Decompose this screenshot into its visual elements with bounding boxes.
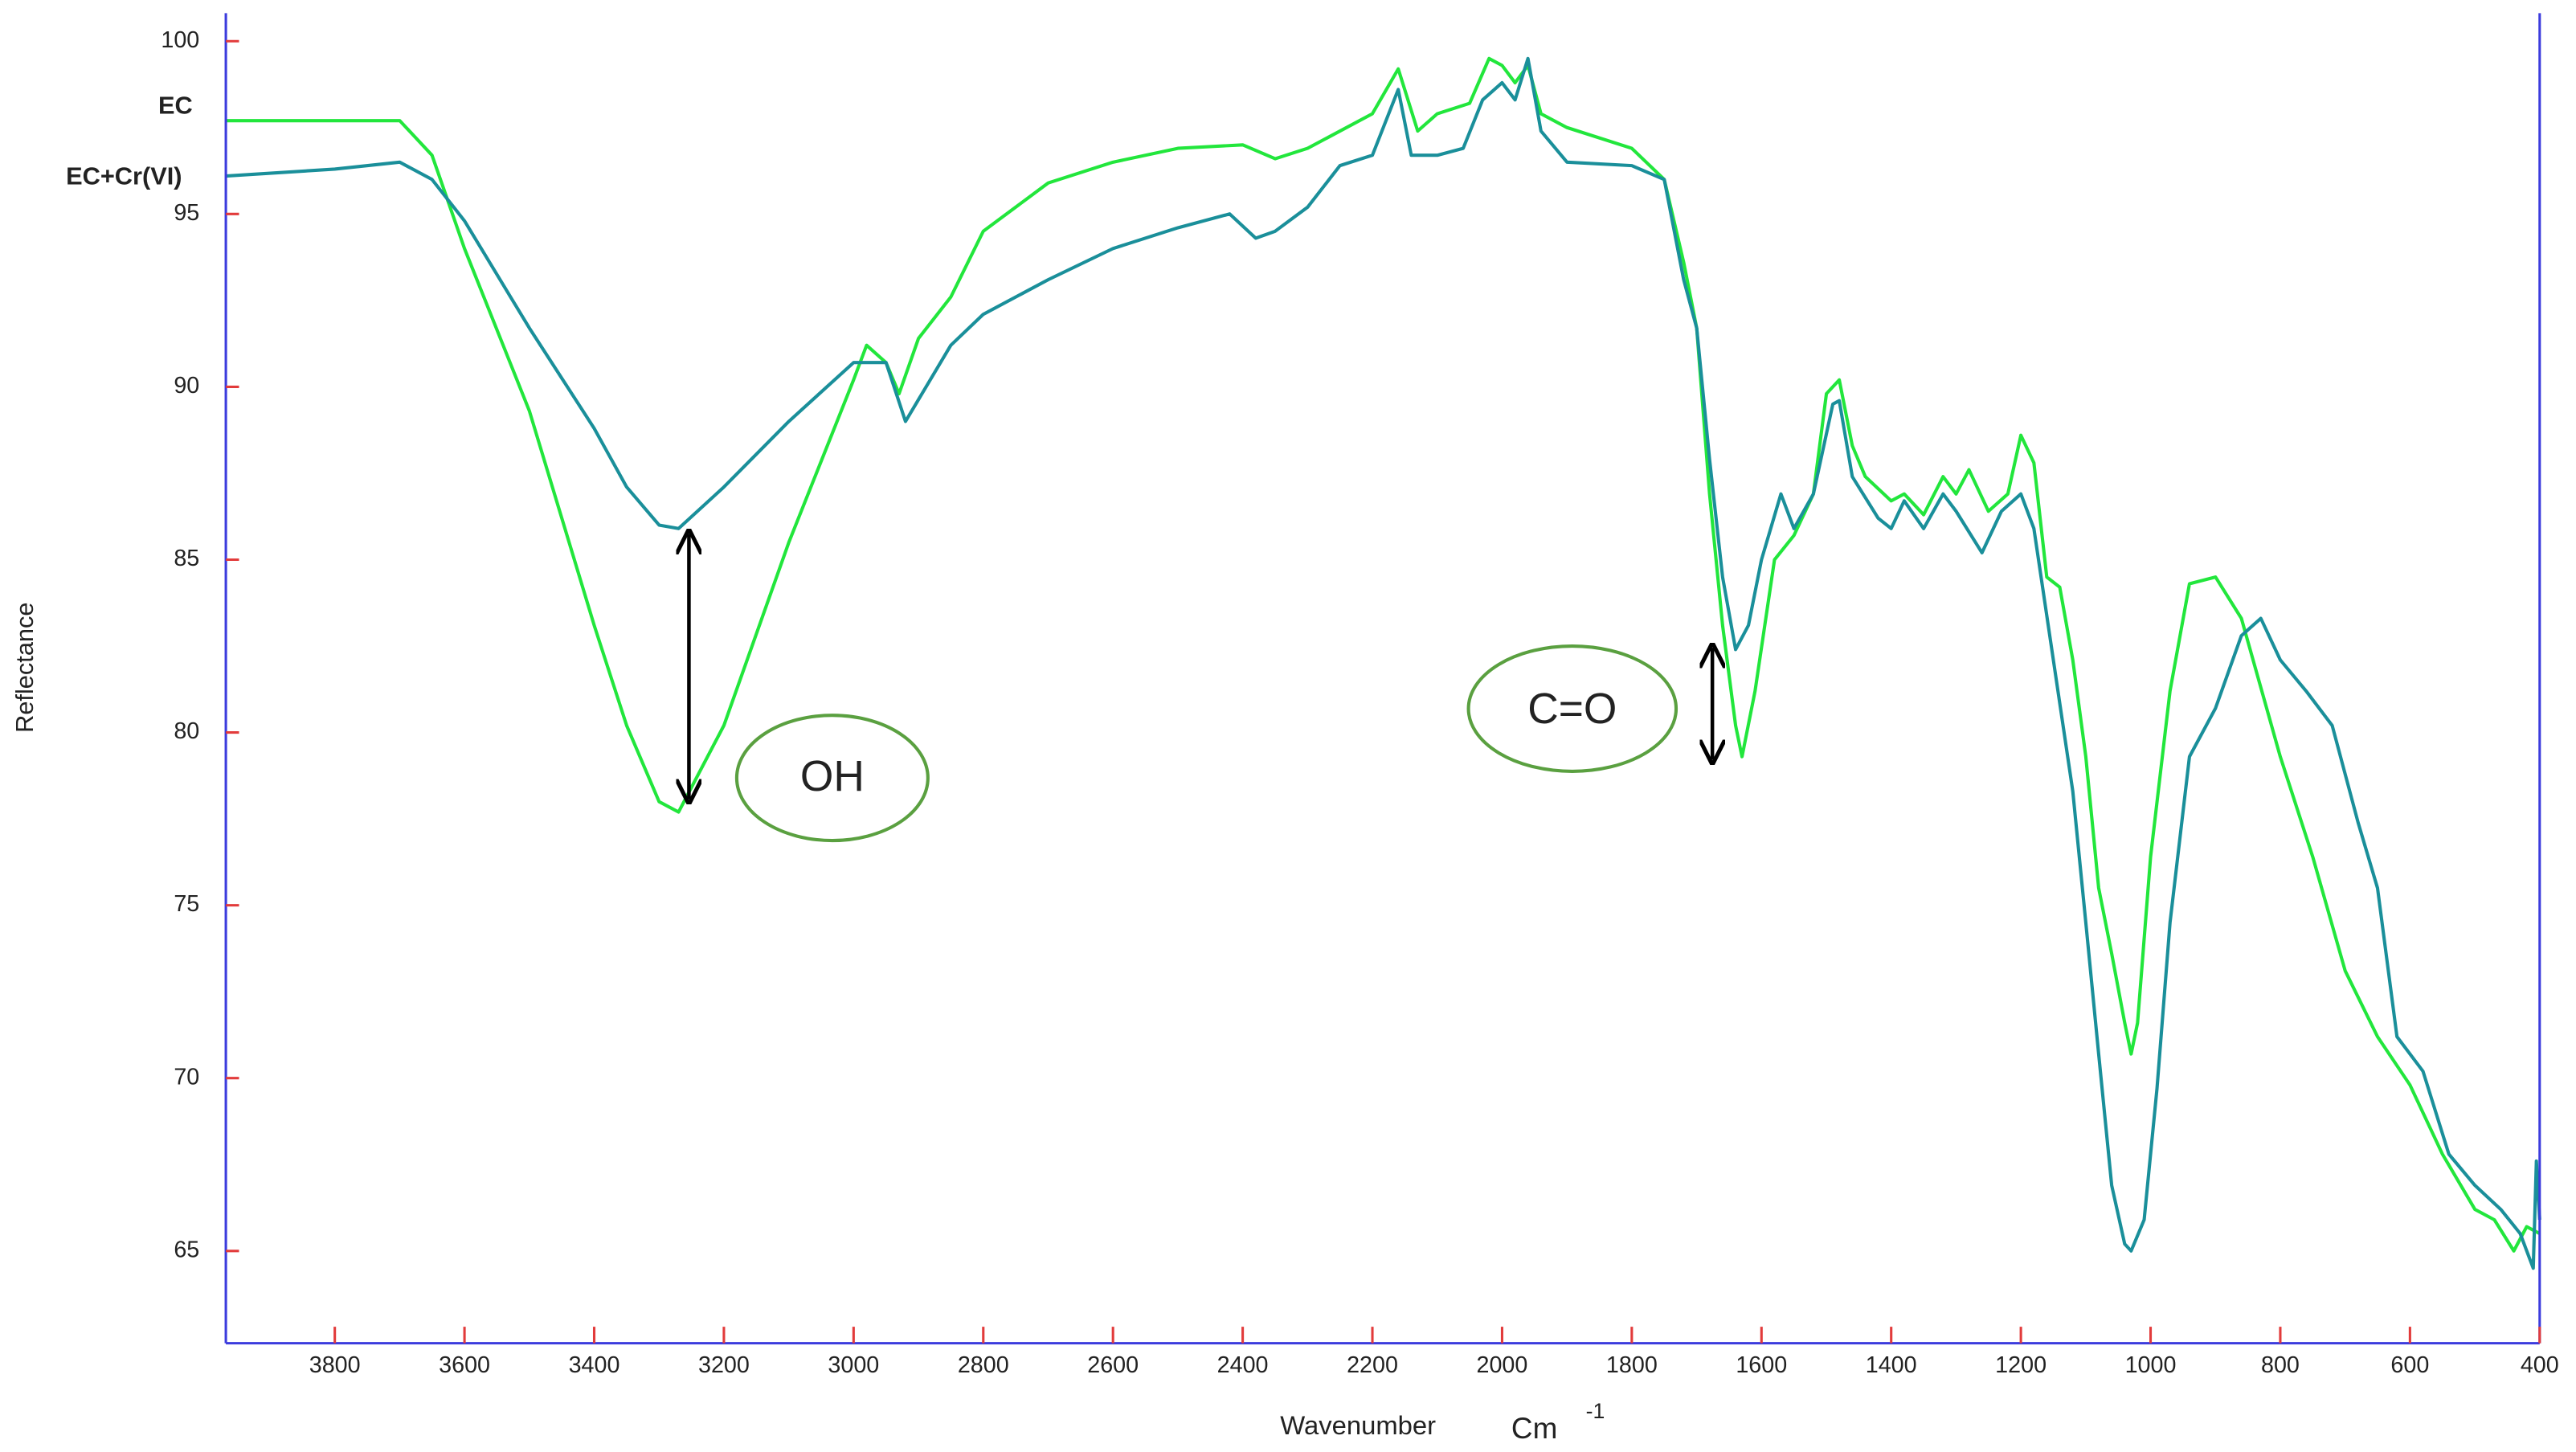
x-tick-label: 1600 xyxy=(1736,1352,1787,1378)
x-tick-label: 400 xyxy=(2521,1352,2559,1378)
x-tick-label: 3800 xyxy=(309,1352,361,1378)
legend-label: EC xyxy=(158,91,193,119)
y-tick-label: 100 xyxy=(161,27,199,53)
annotation: C=O xyxy=(1527,685,1617,733)
x-axis-exponent: -1 xyxy=(1586,1399,1605,1423)
x-tick-label: 2600 xyxy=(1087,1352,1139,1378)
x-axis-label: Wavenumber xyxy=(1280,1410,1436,1440)
y-tick-label: 70 xyxy=(174,1064,199,1090)
y-tick-label: 95 xyxy=(174,200,199,226)
x-tick-label: 2000 xyxy=(1477,1352,1528,1378)
annotation-ellipse xyxy=(1466,644,1678,773)
x-tick-label: 1800 xyxy=(1606,1352,1658,1378)
x-tick-label: 1000 xyxy=(2125,1352,2177,1378)
x-tick-label: 1200 xyxy=(1995,1352,2046,1378)
y-tick-label: 75 xyxy=(174,891,199,917)
series-line xyxy=(225,56,2541,1270)
x-tick-label: 2200 xyxy=(1347,1352,1398,1378)
annotation-ellipse xyxy=(734,714,930,843)
x-tick-label: 600 xyxy=(2390,1352,2429,1378)
x-tick-label: 2400 xyxy=(1217,1352,1269,1378)
x-tick-label: 3200 xyxy=(698,1352,750,1378)
y-axis-label: Reflectance xyxy=(10,602,39,732)
x-tick-label: 800 xyxy=(2261,1352,2300,1378)
x-tick-label: 3400 xyxy=(569,1352,620,1378)
series-line xyxy=(226,56,2541,1253)
y-tick-label: 65 xyxy=(174,1237,199,1262)
annotation: OH xyxy=(800,753,865,800)
y-tick-label: 85 xyxy=(174,546,199,571)
y-tick-label: 90 xyxy=(174,373,199,399)
legend-label: EC+Cr(VI) xyxy=(66,162,182,190)
y-tick-label: 80 xyxy=(174,718,199,744)
x-tick-label: 3600 xyxy=(439,1352,490,1378)
x-tick-label: 1400 xyxy=(1866,1352,1917,1378)
x-tick-label: 2800 xyxy=(958,1352,1009,1378)
x-tick-label: 3000 xyxy=(828,1352,879,1378)
x-axis-unit: Cm xyxy=(1511,1412,1557,1445)
